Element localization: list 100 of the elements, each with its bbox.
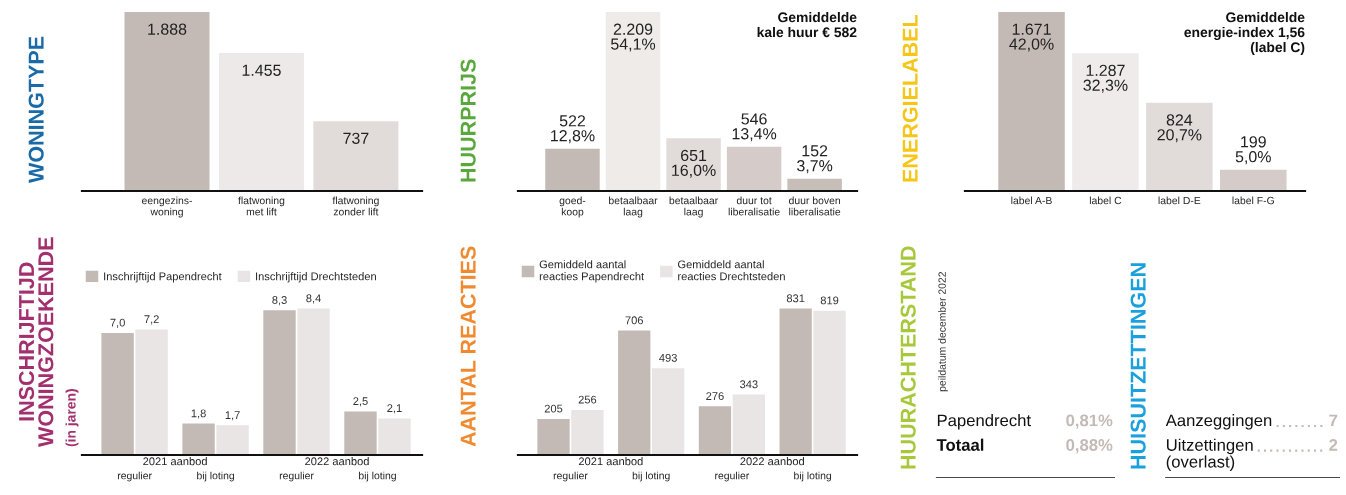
bar — [998, 12, 1065, 191]
x-tick-label: duur boven liberalisatie — [789, 196, 841, 216]
bar — [1072, 53, 1139, 191]
bar — [344, 411, 377, 455]
text: 2022 aanbod — [305, 457, 369, 466]
text: 7 — [1329, 414, 1338, 427]
data-label: 1.671 42,0% — [1009, 23, 1054, 52]
x-tick-label: duur tot liberalisatie — [728, 196, 780, 216]
text: AANTAL REACTIES — [460, 246, 476, 447]
bar — [779, 308, 812, 455]
bar — [651, 368, 685, 455]
text: 2022 aanbod — [740, 457, 804, 466]
data-label: 2,1 — [387, 404, 402, 414]
annotation: Gemiddelde energie-index 1,56 (label C) — [1184, 12, 1305, 55]
bar — [101, 332, 134, 455]
data-label: 1.287 32,3% — [1083, 64, 1128, 93]
data-label: 343 — [740, 380, 758, 389]
text: HUISUITZETTINGEN — [1130, 263, 1146, 469]
bar — [1146, 102, 1213, 191]
data-label: 1.455 — [242, 64, 281, 76]
x-tick-label: regulier — [117, 471, 152, 482]
data-label: 7,0 — [110, 318, 125, 328]
legend-label: Inschrijftijd Drechtsteden — [256, 272, 376, 283]
data-label: 1,7 — [225, 411, 240, 421]
text: WONINGTYPE — [28, 36, 44, 183]
bar — [545, 148, 600, 191]
x-tick-label: goed- koop — [559, 196, 586, 218]
annotation: Gemiddelde kale huur € 582 — [757, 12, 857, 38]
x-tick-label: bij loting — [359, 471, 396, 482]
data-label: 276 — [706, 392, 724, 400]
x-tick-label: flatwoning met lift — [238, 196, 285, 216]
category-label: Papendrecht — [937, 414, 1031, 430]
bar — [618, 330, 651, 455]
bar — [297, 308, 330, 455]
bar — [216, 425, 249, 455]
category-label: Aanzeggingen — [1165, 414, 1272, 430]
x-tick-label: label A-B — [1011, 196, 1052, 205]
data-label: 651 16,0% — [672, 149, 716, 178]
data-label: 522 12,8% — [551, 115, 595, 144]
bar — [571, 409, 604, 455]
data-label: 256 — [578, 395, 597, 404]
bar — [378, 418, 411, 455]
text: 2021 aanbod — [578, 457, 643, 466]
text: peildatum december 2022 — [938, 271, 948, 392]
data-label: 1.888 — [148, 23, 187, 35]
data-label: 831 — [786, 294, 805, 303]
data-label: 2,5 — [353, 397, 368, 407]
text: ENERGIELABEL — [902, 15, 918, 182]
data-label: 7,2 — [144, 315, 159, 325]
legend-label: Gemiddeld aantal reacties Drechtsteden — [678, 260, 785, 281]
text: (in jaren) — [65, 389, 79, 447]
text: HUURPRIJS — [460, 59, 476, 182]
bar — [698, 406, 732, 455]
data-label: 152 3,7% — [797, 145, 833, 174]
data-label: 819 — [820, 296, 839, 305]
data-label: 824 20,7% — [1157, 114, 1202, 143]
bar — [537, 418, 570, 455]
bar — [605, 12, 661, 191]
x-tick-label: bij loting — [632, 471, 670, 482]
bar — [666, 138, 721, 191]
x-tick-label: bij loting — [794, 471, 832, 482]
x-tick-label: label D-E — [1158, 196, 1201, 205]
bar — [726, 146, 782, 191]
x-tick-label: bij loting — [197, 471, 235, 482]
legend-label: Inschrijftijd Papendrecht — [104, 272, 222, 283]
bar — [263, 310, 296, 455]
text: 0,88% — [1066, 439, 1113, 454]
bar — [813, 310, 846, 455]
x-tick-label: regulier — [553, 471, 588, 482]
bar — [1220, 169, 1287, 191]
bar — [787, 178, 842, 191]
bar — [135, 329, 168, 455]
data-label: 706 — [625, 316, 644, 325]
x-tick-label: betaalbaar laag — [609, 196, 658, 218]
data-label: 546 13,4% — [732, 113, 777, 142]
x-tick-label: label F-G — [1232, 196, 1274, 205]
text: 0,81% — [1066, 414, 1113, 429]
category-label: Uitzettingen (overlast) — [1166, 438, 1253, 471]
x-tick-label: betaalbaar laag — [669, 196, 718, 218]
x-tick-label: regulier — [279, 471, 314, 482]
data-label: 8,3 — [272, 296, 287, 306]
bar — [732, 394, 765, 455]
data-label: 199 5,0% — [1235, 136, 1271, 165]
text: INSCHRIJFTIJD WONINGZOEKENDE — [18, 237, 54, 447]
data-label: 2.209 54,1% — [611, 23, 656, 52]
x-tick-label: eengezins- woning — [141, 196, 193, 218]
x-tick-label: regulier — [715, 471, 750, 482]
bar — [182, 423, 215, 455]
text: 2 — [1329, 439, 1338, 451]
data-label: 1,8 — [191, 409, 206, 419]
text: 2021 aanbod — [143, 457, 207, 466]
data-label: 737 — [343, 132, 369, 144]
text: HUURACHTERSTAND — [900, 246, 916, 469]
category-label: Totaal — [936, 438, 984, 451]
x-tick-label: label C — [1089, 196, 1122, 205]
x-tick-label: flatwoning zonder lift — [332, 196, 379, 216]
legend-label: Gemiddeld aantal reacties Papendrecht — [539, 260, 645, 283]
data-label: 205 — [544, 404, 563, 413]
data-label: 493 — [659, 353, 677, 362]
data-label: 8,4 — [306, 294, 321, 304]
